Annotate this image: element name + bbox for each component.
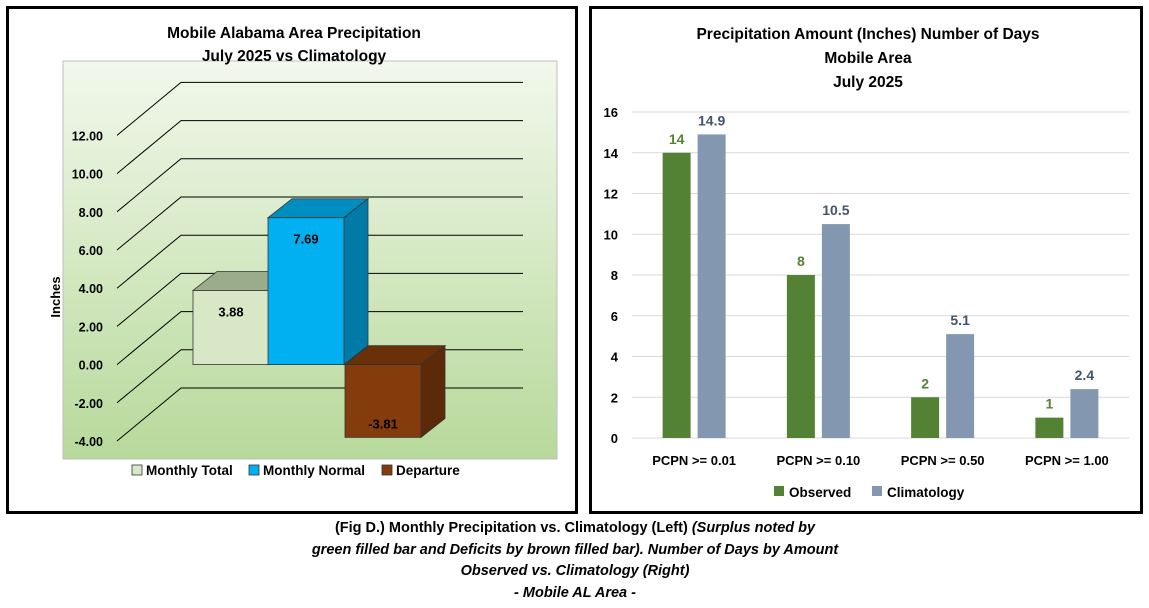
right-bar-climatology xyxy=(1070,389,1099,438)
left-y-tick-label: 2.00 xyxy=(79,320,103,334)
left-bar-side-face xyxy=(343,197,369,366)
right-x-tick-label: PCPN >= 1.00 xyxy=(1025,453,1109,468)
left-legend-label: Monthly Total xyxy=(146,463,233,478)
left-gridline xyxy=(116,196,523,251)
left-y-tick-label: 8.00 xyxy=(79,206,103,220)
caption-line-2: green filled bar and Deficits by brown f… xyxy=(311,541,839,558)
right-legend-swatch xyxy=(774,486,784,496)
right-y-tick-label: 10 xyxy=(604,227,618,242)
right-bar-value-label: 2 xyxy=(921,375,929,391)
right-x-tick-label: PCPN >= 0.10 xyxy=(776,453,860,468)
right-bar-value-label: 5.1 xyxy=(950,312,970,328)
right-x-tick-label: PCPN >= 0.01 xyxy=(652,453,736,468)
right-y-tick-label: 12 xyxy=(604,187,618,202)
right-chart-title-line: Mobile Area xyxy=(824,50,912,67)
caption-line-3: Observed vs. Climatology (Right) xyxy=(460,563,690,579)
right-bar-value-label: 10.5 xyxy=(822,202,849,218)
right-legend-swatch xyxy=(872,486,882,496)
right-y-tick-label: 6 xyxy=(611,309,618,324)
left-legend-swatch xyxy=(131,464,143,476)
caption-line-1-italic: (Surplus noted by xyxy=(691,520,816,536)
left-chart-panel: Mobile Alabama Area Precipitation July 20… xyxy=(6,6,578,514)
right-bar-value-label: 14.9 xyxy=(698,112,725,128)
left-y-tick-label: 4.00 xyxy=(79,282,103,296)
right-legend-label: Observed xyxy=(789,485,851,500)
left-y-tick-label: 6.00 xyxy=(79,244,103,258)
right-bar-climatology xyxy=(697,134,726,438)
right-y-tick-label: 16 xyxy=(604,105,618,120)
right-chart-title-line: July 2025 xyxy=(833,74,903,91)
right-y-tick-label: 8 xyxy=(611,268,618,283)
left-gridline xyxy=(116,311,523,365)
right-bar-value-label: 1 xyxy=(1045,396,1053,412)
left-chart: Mobile Alabama Area Precipitation July 20… xyxy=(48,25,558,478)
right-x-tick-label: PCPN >= 0.50 xyxy=(901,453,985,468)
left-bar-value-label: 7.69 xyxy=(293,232,318,247)
left-gridline xyxy=(116,120,523,174)
left-y-tick-label: -4.00 xyxy=(75,435,104,449)
left-legend-swatch xyxy=(381,464,393,476)
right-bar-observed xyxy=(662,152,691,438)
left-y-tick-label: 10.00 xyxy=(72,168,103,182)
right-y-tick-label: 14 xyxy=(604,146,619,161)
left-bar-value-label: 3.88 xyxy=(218,304,243,319)
left-legend-label: Monthly Normal xyxy=(263,463,365,478)
left-bar-front-face xyxy=(344,364,422,438)
right-legend-label: Climatology xyxy=(887,485,965,500)
right-y-tick-label: 4 xyxy=(611,350,619,365)
left-gridline xyxy=(116,272,523,327)
right-bar-climatology xyxy=(946,334,975,438)
right-bar-value-label: 14 xyxy=(669,131,685,147)
caption-line-4: - Mobile AL Area - xyxy=(514,584,636,601)
left-y-tick-label: 0.00 xyxy=(79,359,103,373)
left-bar-front-face xyxy=(267,217,345,365)
right-bar-observed xyxy=(1035,417,1064,438)
left-y-axis-label: Inches xyxy=(48,276,63,317)
left-bar-front-face xyxy=(192,290,270,366)
right-bar-observed xyxy=(786,275,815,438)
right-bar-observed xyxy=(911,397,940,438)
right-y-tick-label: 2 xyxy=(611,390,618,405)
left-bar-value-label: -3.81 xyxy=(368,416,398,431)
right-chart-panel: Precipitation Amount (Inches) Number of … xyxy=(589,6,1143,514)
caption-line-1-bold: (Fig D.) Monthly Precipitation vs. Clima… xyxy=(334,520,692,536)
left-y-tick-label: -2.00 xyxy=(75,397,104,411)
left-gridline xyxy=(116,158,523,213)
left-chart-title-line: Mobile Alabama Area Precipitation xyxy=(167,25,421,42)
left-gridline xyxy=(116,234,523,289)
right-chart-title-line: Precipitation Amount (Inches) Number of … xyxy=(696,26,1039,43)
right-y-tick-label: 0 xyxy=(611,431,618,446)
right-bar-climatology xyxy=(821,224,850,438)
caption-line-1: (Fig D.) Monthly Precipitation vs. Clima… xyxy=(230,518,920,540)
figure-caption: (Fig D.) Monthly Precipitation vs. Clima… xyxy=(230,518,920,604)
left-legend-swatch xyxy=(248,464,260,476)
left-y-tick-label: 12.00 xyxy=(72,129,103,143)
right-bar-value-label: 2.4 xyxy=(1075,367,1095,383)
right-bar-value-label: 8 xyxy=(797,253,805,269)
right-chart: Precipitation Amount (Inches) Number of … xyxy=(604,26,1129,500)
left-legend-label: Departure xyxy=(396,463,460,478)
left-gridline xyxy=(116,81,523,136)
left-chart-title-line: July 2025 vs Climatology xyxy=(202,48,387,65)
